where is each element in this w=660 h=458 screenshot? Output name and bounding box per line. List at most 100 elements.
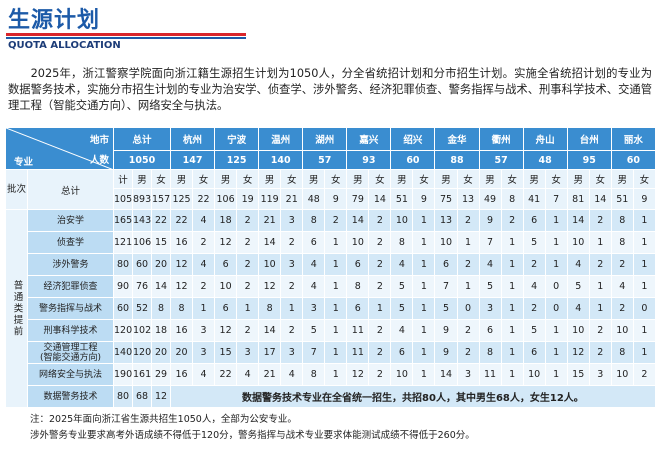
cell: 3 <box>192 341 216 364</box>
cell: 9 <box>324 188 348 210</box>
column-header: 总计 <box>113 127 171 151</box>
cell: 5 <box>522 231 546 254</box>
cell: 1 <box>412 319 436 342</box>
cell: 1 <box>588 275 612 298</box>
cell: 10 <box>434 231 458 254</box>
cell: 14 <box>258 319 282 342</box>
cell: 76 <box>132 275 152 298</box>
subheader: 男 <box>390 169 414 189</box>
quota-table: 地市 人数 专业 总计 杭州 宁波 温州 湖州 嘉兴 绍兴 金华 衢州 舟山 台州 丽水 1050 147 125… <box>5 127 656 408</box>
cell: 1 <box>412 297 436 320</box>
cell: 106 <box>132 231 152 254</box>
cell: 14 <box>588 188 612 210</box>
data-row: 普通类提前 治安学 165 143 22 22 4 18 2 21 3 8 2 14 2 10 1 13 2 9 2 6 1… <box>5 209 656 408</box>
subheader: 男 <box>610 169 634 189</box>
cell: 2 <box>456 253 480 276</box>
cell: 2 <box>236 209 260 232</box>
cell: 1 <box>632 231 656 254</box>
cell: 8 <box>478 341 502 364</box>
cell: 4 <box>236 363 260 386</box>
cell: 1 <box>280 297 304 320</box>
count-cell: 125 <box>214 150 260 170</box>
cell: 4 <box>280 363 304 386</box>
row-label: 总计 <box>27 169 114 210</box>
cell: 6 <box>214 297 238 320</box>
cell: 21 <box>258 209 282 232</box>
cell: 3 <box>588 363 612 386</box>
merged-note: 数据警务技术专业在全省统一招生，共招80人，其中男生68人，女生12人。 <box>170 385 656 408</box>
cell: 80 <box>113 385 133 408</box>
subheader-row: 批次 总计计男女男女男女男女男女男女男女男女男女男女男女男女 <box>5 169 656 210</box>
cell: 10 <box>610 319 634 342</box>
cell: 12 <box>566 341 590 364</box>
cell: 3 <box>280 341 304 364</box>
cell: 5 <box>522 319 546 342</box>
cell: 1 <box>236 297 260 320</box>
diagonal <box>6 128 112 169</box>
subheader: 男 <box>169 169 194 189</box>
row-label: 交通管理工程 (智能交通方向) <box>27 341 114 364</box>
cell: 6 <box>522 209 546 232</box>
row-label: 网络安全与执法 <box>27 363 114 386</box>
divider <box>6 37 246 39</box>
row-label: 涉外警务 <box>27 253 114 276</box>
cell: 1 <box>632 275 656 298</box>
cell: 1 <box>324 363 348 386</box>
subheader: 女 <box>632 169 656 189</box>
cell: 4 <box>192 209 216 232</box>
cell: 12 <box>151 385 171 408</box>
cell: 2 <box>236 275 260 298</box>
data-row: 侦查学 121 106 15 16 2 12 2 14 2 6 1 10 2 8 1 10 1 7 1 5 1 10 1 8 1 <box>6 231 656 254</box>
subheader: 男 <box>522 169 546 189</box>
cell: 9 <box>434 319 458 342</box>
cell: 2 <box>588 253 612 276</box>
cell: 1 <box>500 231 524 254</box>
cell: 29 <box>151 363 171 386</box>
header-row: 地市 人数 专业 总计 杭州 宁波 温州 湖州 嘉兴 绍兴 金华 衢州 舟山 台州 丽水 <box>5 127 656 170</box>
cell: 7 <box>302 341 326 364</box>
cell: 12 <box>169 253 194 276</box>
note: 涉外警务专业要求高考外语成绩不得低于120分，警务指挥与战术专业要求体能测试成绩… <box>30 430 475 441</box>
cell: 3 <box>302 297 326 320</box>
subheader: 女 <box>192 169 216 189</box>
cell: 157 <box>151 188 171 210</box>
cell: 8 <box>302 363 326 386</box>
cell: 2 <box>456 341 480 364</box>
cell: 12 <box>169 275 194 298</box>
cell: 5 <box>434 297 458 320</box>
cell: 11 <box>346 341 370 364</box>
cell: 6 <box>522 341 546 364</box>
cell: 14 <box>346 209 370 232</box>
cell: 15 <box>566 363 590 386</box>
cell: 7 <box>478 231 502 254</box>
cell: 68 <box>132 385 152 408</box>
cell: 21 <box>280 188 304 210</box>
subheader: 女 <box>456 169 480 189</box>
subheader: 女 <box>500 169 524 189</box>
cell: 2 <box>324 209 348 232</box>
cell: 9 <box>412 188 436 210</box>
cell: 165 <box>113 209 133 232</box>
cell: 4 <box>390 253 414 276</box>
cell: 4 <box>522 275 546 298</box>
cell: 10 <box>566 319 590 342</box>
count-cell: 140 <box>258 150 304 170</box>
subheader: 女 <box>588 169 612 189</box>
cell: 2 <box>610 297 634 320</box>
cell: 22 <box>169 209 194 232</box>
cell: 2 <box>522 253 546 276</box>
cell: 8 <box>346 275 370 298</box>
data-row: 网络安全与执法 190 161 29 16 4 22 4 21 4 8 1 12 2 10 1 14 3 11 1 10… <box>6 363 656 386</box>
notes: 注：2025年面向浙江省生源共招生1050人，全部为公安专业。 涉外警务专业要求… <box>30 412 475 444</box>
cell: 2 <box>236 253 260 276</box>
cell: 5 <box>478 275 502 298</box>
count-cell: 1050 <box>113 150 171 170</box>
cell: 16 <box>169 363 194 386</box>
cell: 1 <box>632 341 656 364</box>
cell: 13 <box>434 209 458 232</box>
cell: 2 <box>456 319 480 342</box>
cell: 6 <box>302 231 326 254</box>
cell: 2 <box>192 275 216 298</box>
cell: 1 <box>368 297 392 320</box>
